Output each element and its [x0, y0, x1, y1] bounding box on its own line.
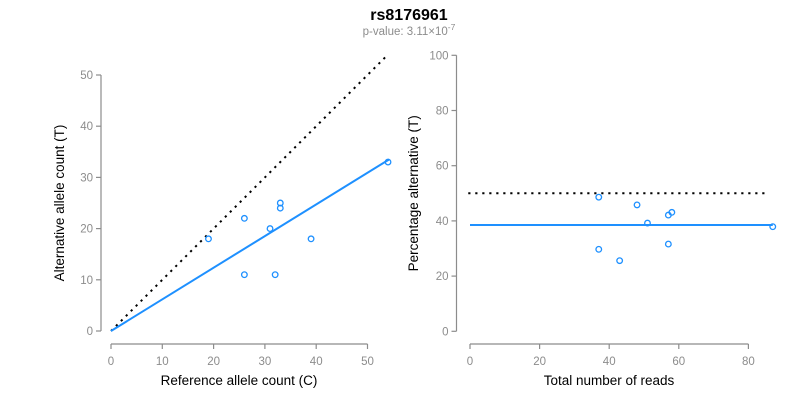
data-point	[276, 199, 284, 207]
y-tick-label: 40	[436, 216, 449, 228]
y-tick-label: 20	[436, 271, 449, 283]
x-tick-label: 80	[742, 356, 755, 368]
y-tick-label: 0	[442, 326, 448, 338]
y-tick-label: 50	[80, 70, 93, 82]
y-tick-label: 0	[87, 326, 93, 338]
data-point	[616, 257, 624, 265]
data-point	[633, 201, 641, 209]
y-tick-label: 60	[436, 161, 449, 173]
fitted-ratio-line	[110, 158, 390, 332]
x-axis-title: Reference allele count (C)	[161, 373, 318, 388]
y-axis-title: Percentage alternative (T)	[406, 115, 421, 271]
x-tick-label: 30	[259, 356, 272, 368]
subtitle-exponent: -7	[447, 22, 456, 33]
x-tick-label: 40	[603, 356, 616, 368]
x-tick-label: 50	[361, 356, 374, 368]
data-point	[384, 158, 392, 166]
y-tick-label: 20	[80, 224, 93, 236]
y-axis-title: Alternative allele count (T)	[52, 125, 67, 282]
x-tick-label: 20	[533, 356, 546, 368]
y-tick-label: 40	[80, 121, 93, 133]
data-point	[240, 214, 248, 222]
panel-percentage-vs-reads: 0 20 40 60 80 100 0 20 40 60 80 Total number of rea…	[406, 50, 777, 388]
y-tick-label: 80	[436, 106, 449, 118]
x-tick-label: 40	[310, 356, 323, 368]
x-tick-label: 20	[207, 356, 220, 368]
x-axis-title: Total number of reads	[544, 373, 675, 388]
y-tick-label: 10	[80, 275, 93, 287]
chart-title: rs8176961	[370, 7, 448, 24]
data-point	[240, 271, 248, 279]
panel-allele-counts: 0 10 20 30 40 50 0 10 20 30 40 50 Reference allele c…	[52, 53, 392, 388]
x-tick-label: 60	[672, 356, 685, 368]
identity-50pct-line	[110, 53, 389, 332]
x-tick-label: 10	[156, 356, 169, 368]
data-point	[271, 271, 279, 279]
data-point	[307, 235, 315, 243]
data-point	[595, 193, 603, 201]
data-point	[664, 211, 672, 219]
x-tick-label: 0	[108, 356, 114, 368]
data-point	[644, 219, 651, 227]
data-point	[595, 245, 603, 253]
data-point	[205, 235, 212, 243]
subtitle-text: p-value: 3.11×10	[362, 26, 448, 38]
data-point	[664, 240, 672, 248]
y-tick-label: 100	[429, 50, 448, 62]
x-tick-label: 0	[467, 356, 473, 368]
y-tick-label: 30	[80, 172, 93, 184]
chart-subtitle: p-value: 3.11×10-7	[9, 23, 800, 38]
data-point	[769, 223, 777, 231]
data-point	[266, 225, 274, 233]
